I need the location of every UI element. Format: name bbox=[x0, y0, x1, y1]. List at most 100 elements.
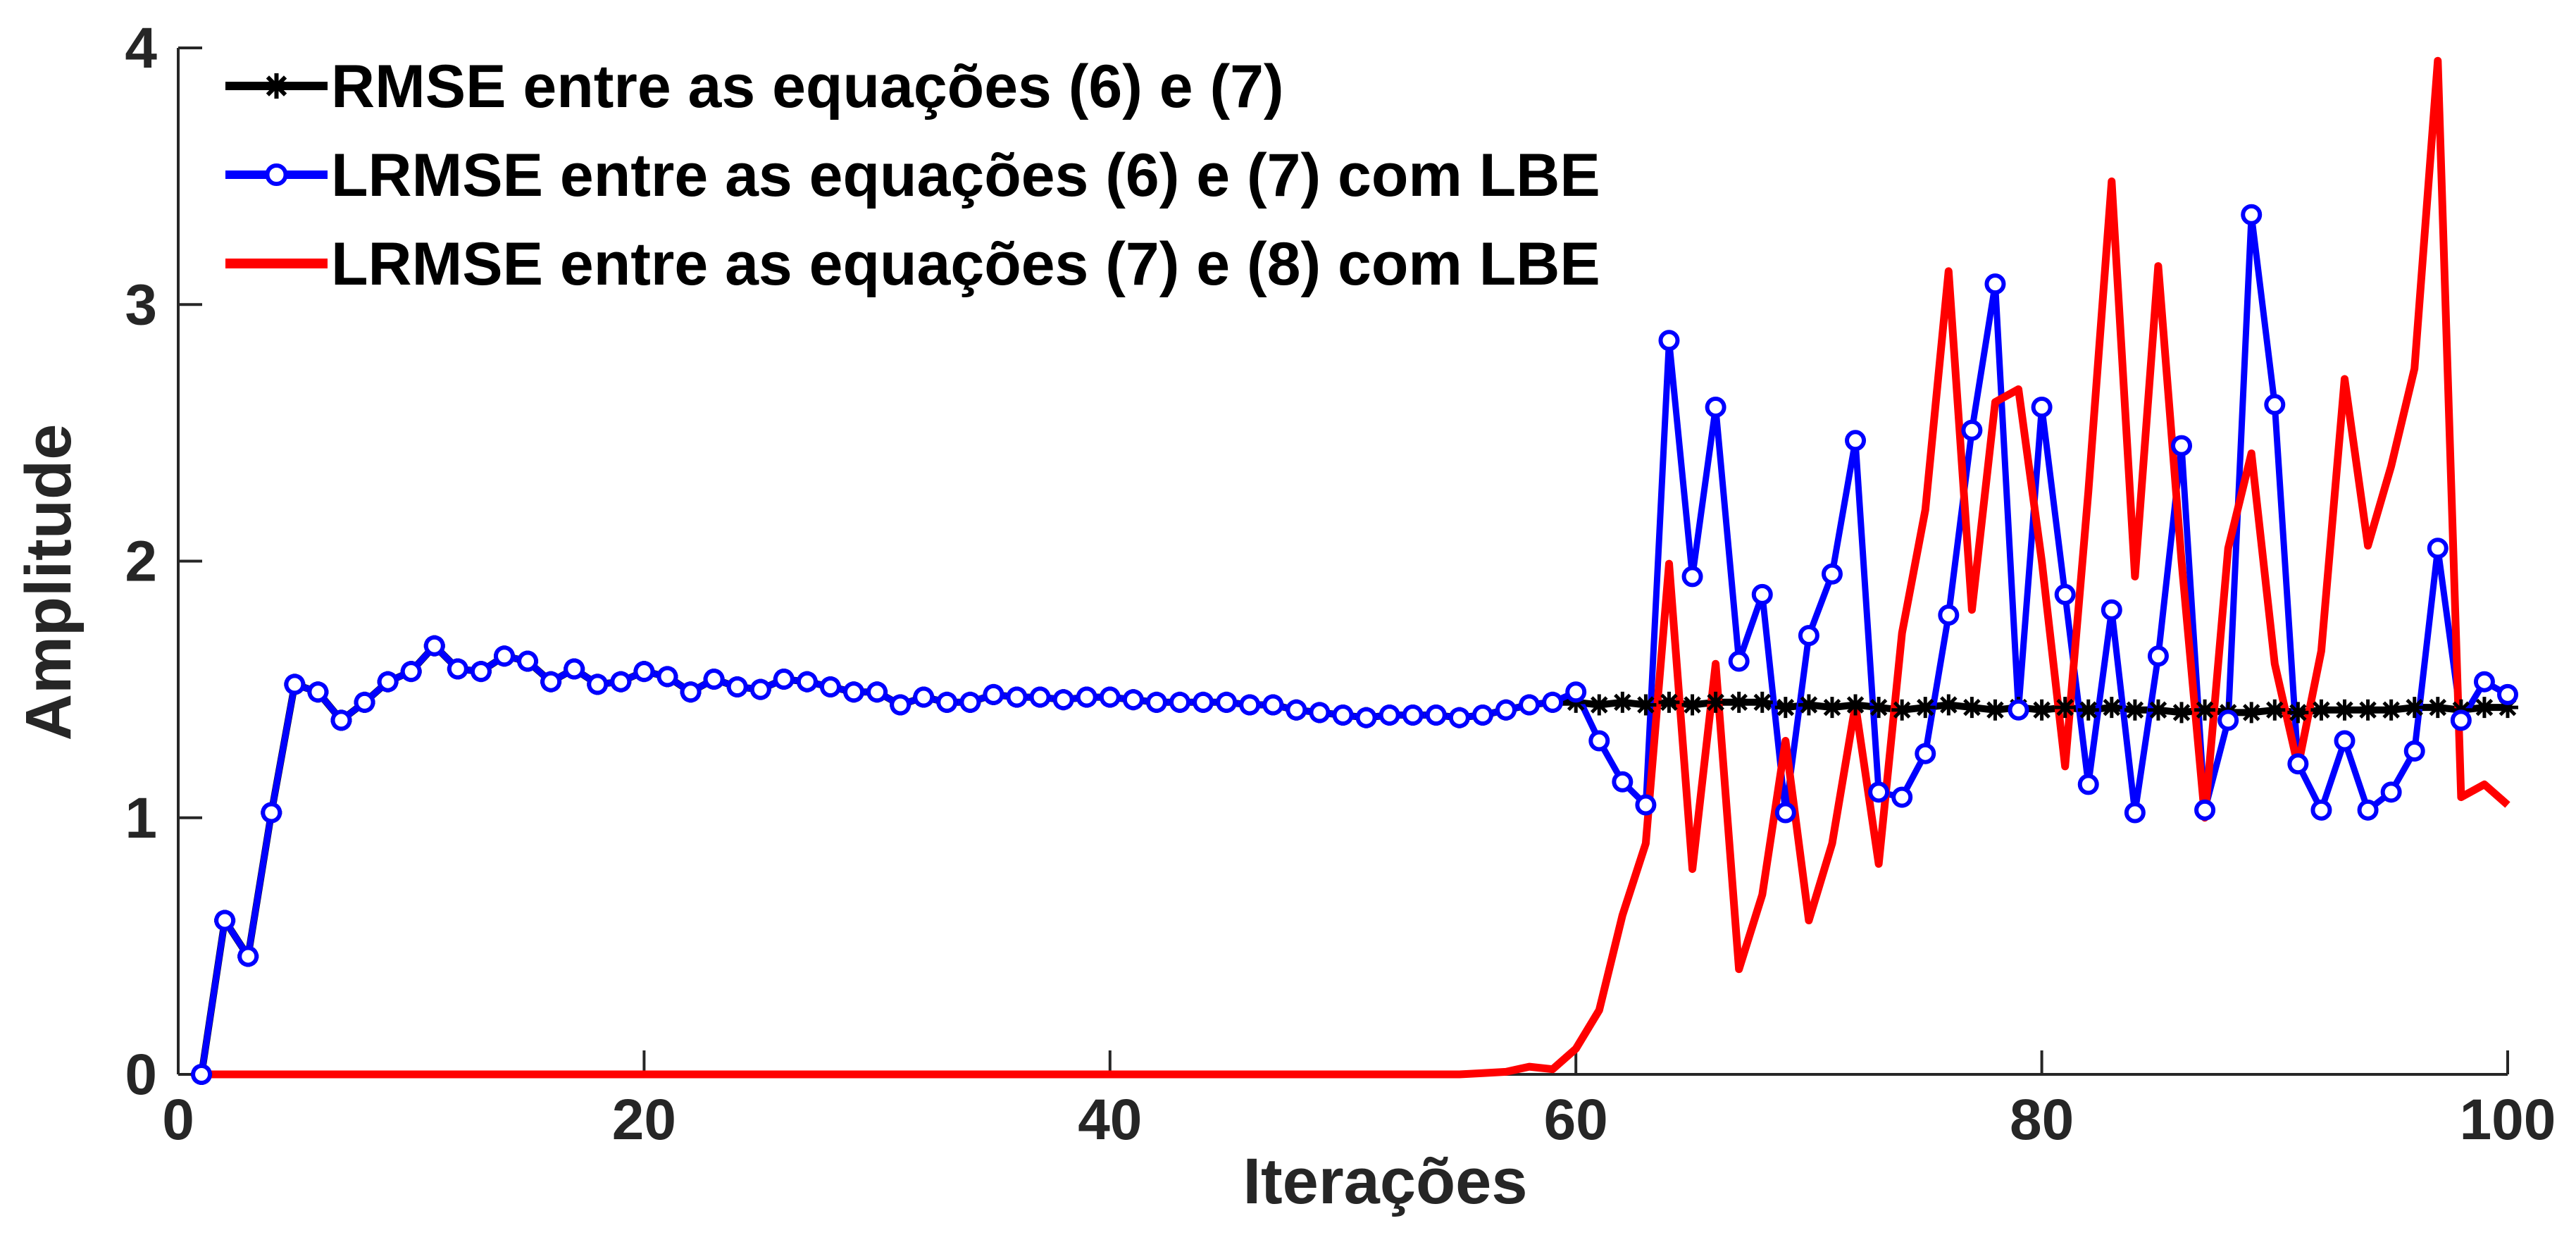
data-point bbox=[1681, 694, 1703, 716]
data-point bbox=[2241, 204, 2263, 225]
x-tick-label: 80 bbox=[2010, 1088, 2074, 1152]
legend: RMSE entre as equações (6) e (7) LRMSE en… bbox=[225, 53, 1600, 298]
data-point bbox=[2310, 699, 2332, 721]
data-point bbox=[703, 669, 725, 690]
data-point bbox=[2264, 394, 2286, 416]
data-point bbox=[330, 709, 352, 731]
data-point bbox=[1262, 694, 1284, 716]
data-point bbox=[819, 676, 841, 697]
data-point bbox=[1915, 697, 1936, 719]
data-point bbox=[1588, 694, 1610, 716]
series-line-2 bbox=[198, 211, 2510, 1075]
data-point bbox=[1845, 430, 1867, 452]
data-point bbox=[773, 669, 795, 690]
data-point bbox=[2124, 802, 2146, 824]
data-point bbox=[1938, 694, 1960, 716]
data-point bbox=[2287, 753, 2309, 775]
legend-marker bbox=[263, 73, 290, 99]
data-point bbox=[191, 1064, 213, 1085]
data-point bbox=[1402, 705, 1424, 726]
data-point bbox=[1193, 691, 1214, 713]
data-point bbox=[2357, 699, 2379, 721]
data-point bbox=[1868, 697, 1890, 719]
data-point bbox=[377, 671, 399, 693]
data-point bbox=[610, 671, 632, 693]
data-point bbox=[284, 674, 306, 695]
data-point bbox=[1006, 686, 1028, 708]
data-point bbox=[1798, 625, 1819, 647]
data-point bbox=[2473, 697, 2495, 719]
data-point bbox=[261, 802, 282, 824]
data-point bbox=[470, 661, 492, 683]
data-point bbox=[1076, 686, 1097, 708]
legend-label-2: LRMSE entre as equações (6) e (7) com LB… bbox=[331, 142, 1600, 209]
x-tick-label: 20 bbox=[612, 1088, 676, 1152]
x-axis-title: Iterações bbox=[1243, 1146, 1527, 1217]
data-point bbox=[1728, 691, 1750, 713]
data-point bbox=[1774, 697, 1796, 719]
y-axis-title: Amplitude bbox=[13, 424, 85, 741]
data-point bbox=[1122, 689, 1144, 711]
data-point bbox=[2077, 699, 2099, 721]
data-point bbox=[2357, 799, 2379, 821]
data-point bbox=[936, 691, 958, 713]
data-point bbox=[1891, 786, 1913, 808]
data-point bbox=[2334, 699, 2356, 721]
data-point bbox=[1239, 694, 1261, 716]
data-point bbox=[2380, 781, 2402, 803]
data-point bbox=[680, 681, 702, 703]
data-point bbox=[2427, 697, 2449, 719]
data-point bbox=[1145, 691, 1167, 713]
data-point bbox=[1216, 691, 1238, 713]
data-point bbox=[983, 683, 1004, 705]
data-point bbox=[354, 691, 375, 713]
data-point bbox=[1798, 694, 1819, 716]
data-point bbox=[1565, 681, 1587, 703]
data-point bbox=[2450, 709, 2472, 731]
data-point bbox=[1612, 691, 1634, 713]
data-point bbox=[2008, 699, 2029, 721]
data-point bbox=[1286, 699, 1307, 721]
data-point bbox=[1658, 691, 1680, 713]
data-point bbox=[400, 661, 422, 683]
data-point bbox=[2101, 697, 2122, 719]
data-point bbox=[1495, 699, 1517, 721]
data-point bbox=[2171, 702, 2193, 724]
data-point bbox=[2077, 774, 2099, 795]
data-point bbox=[2054, 697, 2076, 719]
data-point bbox=[1379, 705, 1400, 726]
data-point bbox=[2031, 699, 2053, 721]
data-point bbox=[1052, 689, 1074, 711]
data-point bbox=[2334, 730, 2356, 752]
data-point bbox=[214, 910, 236, 931]
data-point bbox=[1332, 705, 1354, 726]
data-point bbox=[1984, 273, 2006, 295]
data-point bbox=[307, 681, 329, 703]
series-line-3 bbox=[201, 56, 2510, 1079]
data-point bbox=[2101, 599, 2122, 621]
data-point bbox=[1868, 781, 1890, 803]
x-tick-label: 60 bbox=[1544, 1088, 1608, 1152]
data-point bbox=[1448, 707, 1470, 728]
data-point bbox=[2473, 671, 2495, 693]
data-point bbox=[2194, 699, 2216, 721]
data-point bbox=[1751, 583, 1773, 605]
data-point bbox=[1938, 604, 1960, 626]
data-point bbox=[1705, 396, 1726, 418]
data-point bbox=[1355, 707, 1377, 728]
data-point bbox=[2264, 699, 2286, 721]
data-point bbox=[587, 674, 609, 695]
y-tick-label: 4 bbox=[125, 16, 157, 80]
data-point bbox=[1961, 419, 1983, 441]
data-point bbox=[2217, 709, 2239, 731]
data-point bbox=[913, 686, 935, 708]
data-point bbox=[493, 645, 515, 667]
data-point bbox=[1915, 743, 1936, 764]
data-point bbox=[1984, 699, 2006, 721]
data-point bbox=[540, 671, 562, 693]
data-point bbox=[1612, 771, 1634, 793]
data-point bbox=[2403, 740, 2425, 762]
data-point bbox=[890, 694, 911, 716]
data-point bbox=[1635, 794, 1657, 816]
data-point bbox=[1588, 730, 1610, 752]
